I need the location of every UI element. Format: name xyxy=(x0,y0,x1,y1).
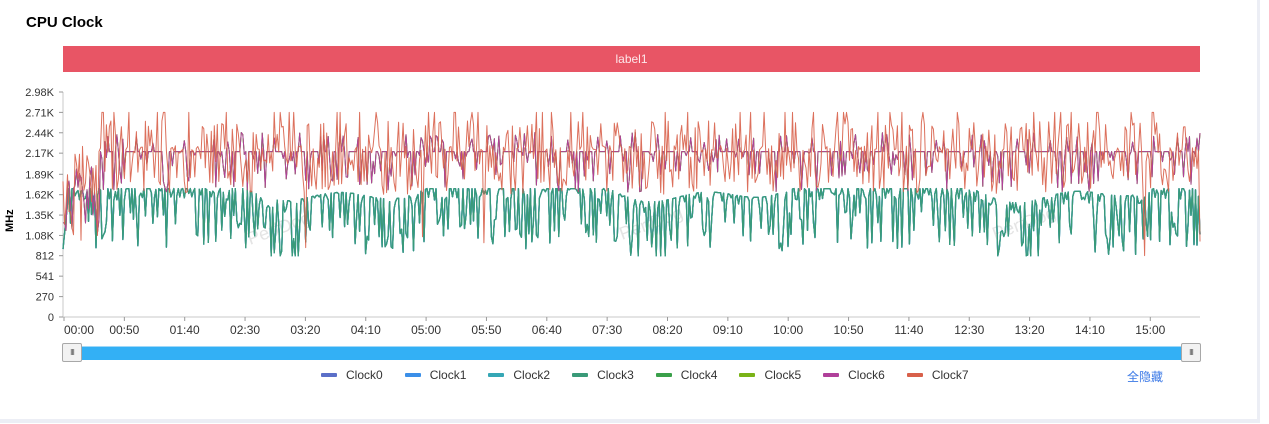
x-axis: 00:00 00:50 01:40 02:30 03:20 04:10 05:00 05:50… xyxy=(63,316,1200,337)
legend: Clock0 Clock1 Clock2 Clock3 Clock4 Clock5 Cloc… xyxy=(321,368,991,382)
x-tick-label: 08:20 xyxy=(652,323,682,337)
x-tick-label: 10:50 xyxy=(834,323,864,337)
datazoom-slider-track[interactable] xyxy=(66,346,1197,360)
y-tick-label: 2.44K xyxy=(25,128,54,140)
legend-label: Clock4 xyxy=(680,368,718,382)
series-line-clock7[interactable] xyxy=(62,111,1201,257)
legend-item-clock4[interactable]: Clock4 xyxy=(655,368,718,382)
plot-area xyxy=(62,111,1201,257)
y-tick-label: 1.35K xyxy=(25,210,54,222)
legend-item-clock5[interactable]: Clock5 xyxy=(739,368,801,382)
legend-item-clock3[interactable]: Clock3 xyxy=(572,368,634,382)
legend-item-clock7[interactable]: Clock7 xyxy=(906,368,969,382)
y-axis: 0 270 541 812 1.08K 1.35K 1.62K 1.89K 2.17K 2.44K… xyxy=(25,87,64,324)
x-tick-label: 01:40 xyxy=(170,323,200,337)
hide-all-link[interactable]: 全隐藏 xyxy=(1127,370,1164,384)
x-tick-label: 09:10 xyxy=(713,323,743,337)
legend-label: Clock7 xyxy=(931,368,969,382)
x-tick-label: 04:10 xyxy=(351,323,381,337)
legend-swatch-icon xyxy=(488,373,505,377)
y-tick-label: 1.08K xyxy=(25,230,54,242)
legend-swatch-icon xyxy=(655,373,672,377)
x-tick-label: 11:40 xyxy=(894,323,923,337)
legend-swatch-icon xyxy=(823,373,840,377)
x-tick-label: 14:10 xyxy=(1075,323,1105,337)
legend-item-clock6[interactable]: Clock6 xyxy=(823,368,885,382)
y-tick-label: 541 xyxy=(36,271,54,283)
legend-swatch-icon xyxy=(321,373,337,377)
datazoom-start-handle[interactable]: III xyxy=(62,343,82,362)
legend-item-clock1[interactable]: Clock1 xyxy=(404,368,467,382)
y-tick-label: 2.17K xyxy=(25,148,54,160)
legend-swatch-icon xyxy=(906,373,923,377)
y-tick-label: 2.71K xyxy=(25,107,54,119)
y-tick-label: 270 xyxy=(36,292,54,304)
legend-swatch-icon xyxy=(404,373,421,377)
x-tick-label: 00:00 xyxy=(64,323,94,337)
y-tick-label: 1.89K xyxy=(25,169,54,181)
x-tick-label: 05:50 xyxy=(471,323,501,337)
y-tick-label: 1.62K xyxy=(25,190,54,202)
y-tick-label: 812 xyxy=(36,251,54,263)
legend-label: Clock1 xyxy=(429,368,467,382)
x-tick-label: 02:30 xyxy=(230,323,260,337)
legend-item-clock0[interactable]: Clock0 xyxy=(321,368,383,382)
y-tick-label: 2.98K xyxy=(25,87,54,99)
x-tick-label: 10:00 xyxy=(773,323,803,337)
line-chart: PerfDog PerfDog PerfDog 02705418121.08K1.3… xyxy=(25,87,1201,337)
x-tick-label: 03:20 xyxy=(290,323,320,337)
legend-swatch-icon xyxy=(739,373,756,377)
x-tick-label: 06:40 xyxy=(532,323,562,337)
x-tick-label: 05:00 xyxy=(411,323,441,337)
label-bar[interactable]: label1 xyxy=(63,46,1200,72)
legend-label: Clock0 xyxy=(346,368,383,382)
legend-item-clock2[interactable]: Clock2 xyxy=(488,368,550,382)
legend-label: Clock2 xyxy=(513,368,551,382)
x-tick-label: 15:00 xyxy=(1135,323,1165,337)
chart-title: CPU Clock xyxy=(26,14,103,31)
legend-label: Clock6 xyxy=(848,368,885,382)
y-tick-label: 0 xyxy=(48,312,54,324)
x-tick-label: 07:30 xyxy=(592,323,622,337)
legend-label: Clock3 xyxy=(597,368,634,382)
y-axis-title: MHz xyxy=(4,209,16,232)
x-tick-label: 12:30 xyxy=(954,323,984,337)
datazoom-end-handle[interactable]: III xyxy=(1181,343,1201,362)
legend-swatch-icon xyxy=(572,373,589,377)
x-tick-label: 00:50 xyxy=(109,323,139,337)
x-tick-label: 13:20 xyxy=(1015,323,1045,337)
series-line-clock3[interactable] xyxy=(62,187,1201,257)
legend-label: Clock5 xyxy=(764,368,802,382)
